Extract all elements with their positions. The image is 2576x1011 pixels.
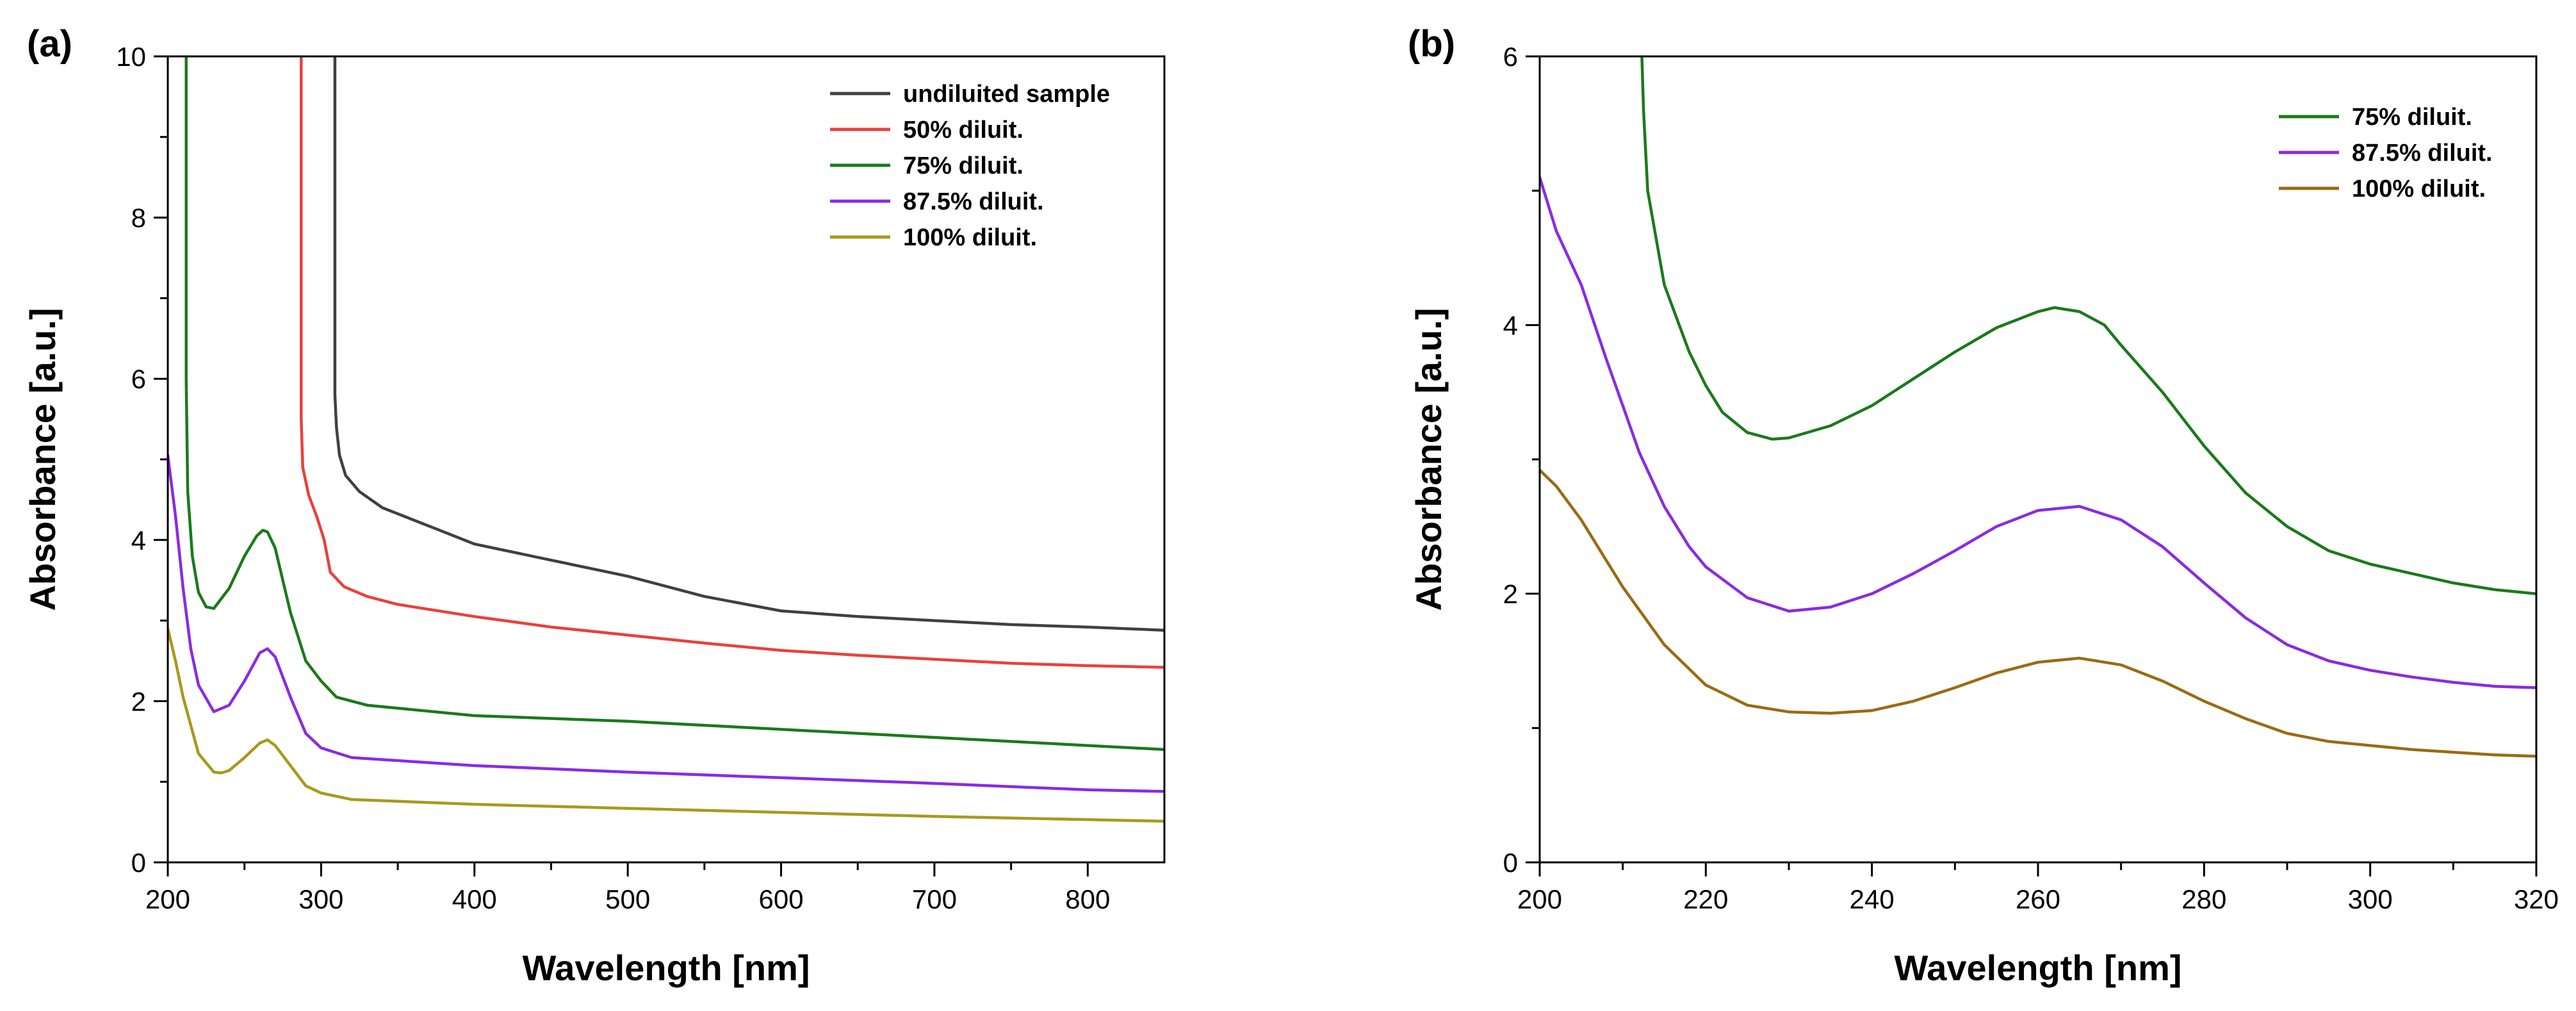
legend-label-a-0: undiluited sample	[903, 81, 1110, 108]
y-tick-label-b: 2	[1503, 579, 1518, 609]
ticks-b: 200 220 240 260 280 300 320 0 2 4 6	[1503, 42, 2559, 914]
legend-label-a-3: 87.5% diluit.	[903, 188, 1044, 215]
series-line-b-1	[1540, 176, 2536, 689]
y-axis-title-a: Absorbance [a.u.]	[22, 308, 63, 611]
series-line-b-2	[1540, 468, 2536, 758]
y-tick-label-a: 8	[131, 203, 146, 233]
series-lines-b	[1540, 56, 2536, 758]
series-lines-a	[168, 56, 1164, 823]
y-axis-title-b: Absorbance [a.u.]	[1408, 308, 1449, 611]
panel-label-b: (b)	[1408, 23, 1455, 65]
legend-label-a-1: 50% diluit.	[903, 117, 1023, 144]
legend-label-b-0: 75% diluit.	[2352, 104, 2472, 131]
x-tick-label-b: 220	[1683, 884, 1728, 914]
x-tick-label-a: 300	[298, 884, 343, 914]
y-tick-label-b: 4	[1503, 310, 1518, 340]
legend-a: undiluited sample 50% diluit. 75% diluit. 8…	[830, 81, 1110, 251]
y-tick-label-b: 6	[1503, 42, 1518, 72]
series-line-a-0	[333, 56, 1164, 632]
x-tick-label-b: 240	[1850, 884, 1895, 914]
y-tick-label-b: 0	[1503, 848, 1518, 878]
y-tick-label-a: 2	[131, 686, 146, 716]
x-tick-label-b: 200	[1517, 884, 1562, 914]
x-tick-label-a: 500	[605, 884, 650, 914]
x-tick-label-b: 280	[2181, 884, 2226, 914]
x-axis-title-b: Wavelength [nm]	[1894, 948, 2181, 988]
legend-label-b-1: 87.5% diluit.	[2352, 140, 2493, 167]
series-line-b-0	[1640, 56, 2536, 595]
y-tick-label-a: 6	[131, 364, 146, 394]
x-axis-title-a: Wavelength [nm]	[522, 948, 810, 988]
legend-label-a-4: 100% diluit.	[903, 224, 1037, 251]
legend-label-b-2: 100% diluit.	[2352, 176, 2486, 202]
y-tick-label-a: 0	[131, 848, 146, 878]
chart-panel-a: (a) 200 300 400 500 600 700 800 0 2 4 6 8 10 Wavelen…	[22, 23, 1166, 988]
x-tick-label-a: 200	[145, 884, 190, 914]
panel-label-a: (a)	[27, 23, 72, 65]
series-line-a-1	[300, 56, 1164, 669]
series-line-a-4	[168, 627, 1164, 823]
series-line-a-3	[168, 454, 1164, 793]
x-tick-label-a: 600	[758, 884, 803, 914]
y-tick-label-a: 10	[116, 42, 146, 72]
y-tick-label-a: 4	[131, 525, 146, 555]
x-tick-label-b: 300	[2348, 884, 2393, 914]
ticks-a: 200 300 400 500 600 700 800 0 2 4 6 8 10	[116, 42, 1110, 914]
x-tick-label-a: 800	[1065, 884, 1110, 914]
x-tick-label-b: 320	[2514, 884, 2559, 914]
legend-b: 75% diluit. 87.5% diluit. 100% diluit.	[2279, 104, 2493, 202]
x-tick-label-b: 260	[2016, 884, 2060, 914]
x-tick-label-a: 700	[912, 884, 957, 914]
chart-panel-b: (b) 200 220 240 260 280 300 320 0 2 4 6 Wavelength…	[1408, 23, 2559, 988]
legend-label-a-2: 75% diluit.	[903, 152, 1023, 179]
series-line-a-2	[184, 56, 1164, 752]
x-tick-label-a: 400	[452, 884, 497, 914]
